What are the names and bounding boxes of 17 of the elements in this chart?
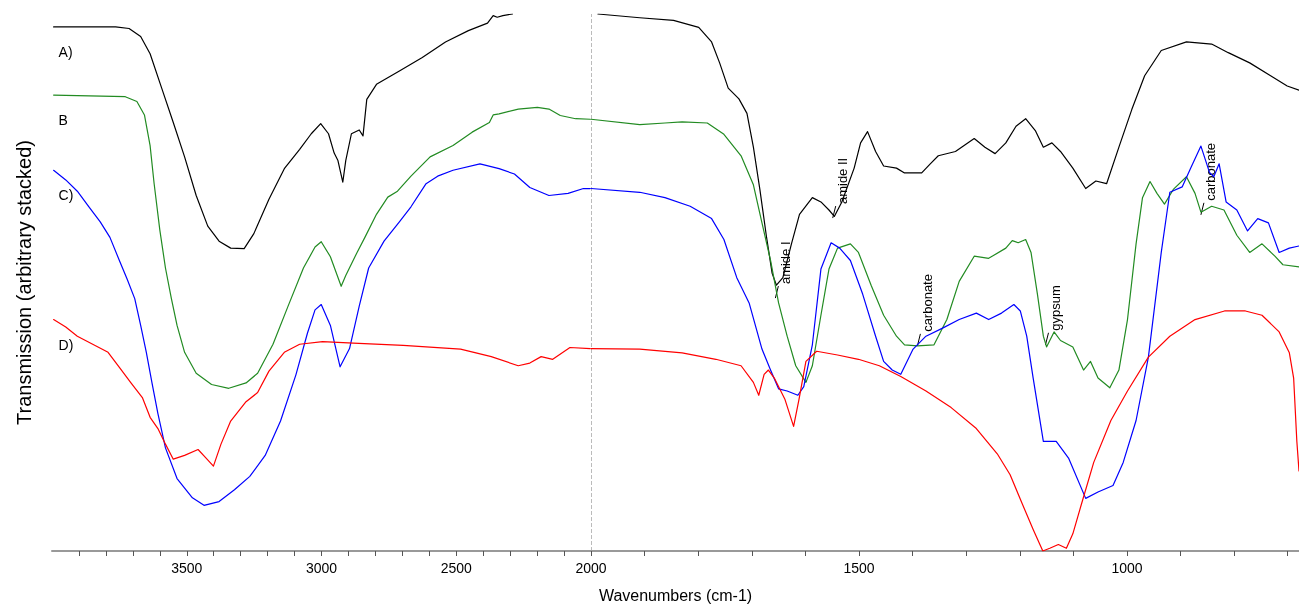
- series-label: B: [58, 112, 68, 129]
- x-tick-label: 2000: [575, 560, 607, 576]
- x-tick-label: 1500: [843, 560, 875, 576]
- series-label: D): [58, 336, 74, 353]
- x-tick-label: 2500: [440, 560, 473, 576]
- annotation: carbonate: [1203, 143, 1219, 201]
- annotation: amide I: [777, 241, 793, 285]
- x-tick-label: 3500: [171, 560, 203, 576]
- annotation: gypsum: [1047, 285, 1063, 331]
- x-axis-title: Wavenumbers (cm-1): [598, 586, 753, 604]
- x-tick-label: 1000: [1111, 560, 1143, 576]
- series-label: C): [58, 187, 74, 204]
- annotation: carbonate: [919, 274, 935, 332]
- annotation: amide II: [835, 157, 851, 205]
- series-label: A): [58, 43, 73, 60]
- y-axis-title: Transmission (arbitrary stacked): [13, 140, 35, 425]
- x-tick-label: 3000: [305, 560, 338, 576]
